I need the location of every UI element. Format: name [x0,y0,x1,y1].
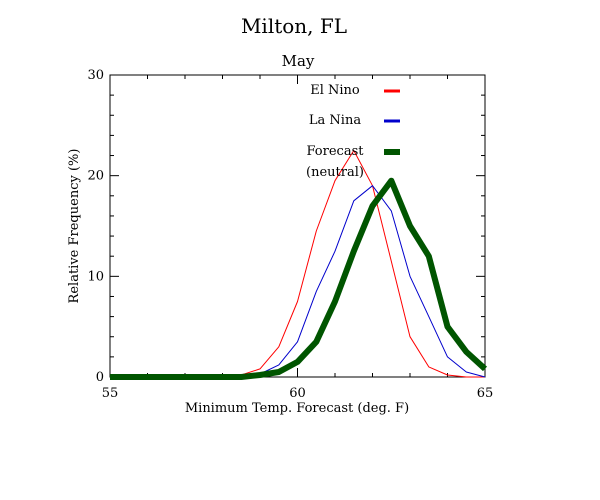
x-axis-label: Minimum Temp. Forecast (deg. F) [185,401,409,416]
y-tick-label: 30 [87,68,104,83]
legend-label: La Nina [309,113,361,128]
axis-ticks [109,74,486,378]
legend-label: El Nino [310,83,360,98]
chart-subtitle: May [282,52,315,70]
x-tick-label: 55 [102,386,119,401]
x-tick-label: 60 [289,386,306,401]
tick-labels: 55 60 65 0 10 20 30 [87,68,493,401]
legend-label: Forecast (neutral) [306,144,364,180]
series-lines [110,150,488,380]
y-tick-label: 10 [87,269,104,284]
plot-area [109,74,486,378]
y-tick-label: 0 [96,370,104,385]
series-line-3 [110,177,488,380]
chart-title: Milton, FL [241,14,347,38]
y-tick-label: 20 [87,169,104,184]
series-line-2 [110,185,486,378]
x-tick-label: 65 [477,386,494,401]
legend: El Nino La Nina Forecast (neutral) [306,83,400,180]
y-axis-label: Relative Frequency (%) [67,149,82,304]
